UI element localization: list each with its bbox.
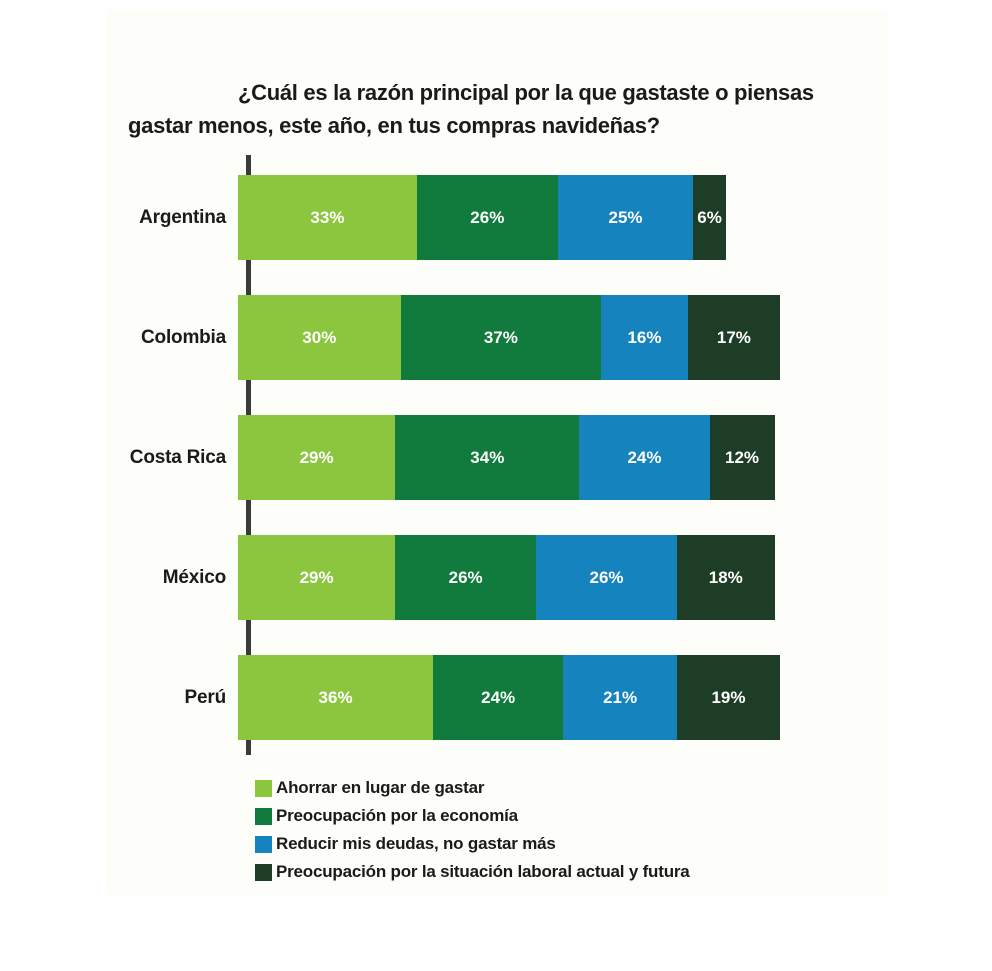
category-label: Colombia (141, 326, 226, 348)
bar-segment: 26% (395, 535, 537, 620)
stacked-bar: 29% 26% 26% 18% (238, 535, 775, 620)
bar-segment: 29% (238, 535, 396, 620)
category-label: Costa Rica (129, 446, 226, 468)
segment-value-label: 29% (299, 447, 334, 467)
legend-swatch-icon (255, 807, 272, 825)
bar-segment: 17% (687, 295, 780, 380)
bar-segment: 34% (395, 415, 580, 500)
bar-row: Argentina 33% 26% 25% 6% (0, 175, 992, 260)
legend-swatch-icon (255, 835, 272, 853)
legend-label: Preocupación por la situación laboral ac… (276, 862, 690, 881)
segment-value-label: 21% (603, 687, 638, 707)
segment-value-label: 16% (627, 327, 662, 347)
stacked-bar: 30% 37% 16% 17% (238, 295, 780, 380)
chart-title: ¿Cuál es la razón principal por la que g… (128, 76, 868, 142)
legend-label: Preocupación por la economía (276, 806, 518, 825)
bar-row: Colombia 30% 37% 16% 17% (0, 295, 992, 380)
bar-segment: 30% (238, 295, 401, 380)
bar-segment: 26% (416, 175, 558, 260)
legend-item: Reducir mis deudas, no gastar más (255, 830, 690, 858)
legend-swatch-icon (255, 779, 272, 797)
legend-item: Ahorrar en lugar de gastar (255, 774, 690, 802)
segment-value-label: 24% (481, 687, 516, 707)
legend-label: Reducir mis deudas, no gastar más (276, 834, 556, 853)
bar-segment: 36% (238, 655, 434, 740)
segment-value-label: 37% (483, 327, 518, 347)
legend-label: Ahorrar en lugar de gastar (276, 778, 485, 797)
category-label: México (162, 566, 226, 588)
legend-item: Preocupación por la situación laboral ac… (255, 858, 690, 886)
bar-segment: 21% (563, 655, 677, 740)
segment-value-label: 18% (708, 567, 743, 587)
segment-value-label: 36% (318, 687, 353, 707)
bar-segment: 18% (676, 535, 775, 620)
bar-row: México 29% 26% 26% 18% (0, 535, 992, 620)
segment-value-label: 19% (711, 687, 746, 707)
bar-segment: 16% (601, 295, 688, 380)
stacked-bar: 29% 34% 24% 12% (238, 415, 775, 500)
segment-value-label: 24% (627, 447, 662, 467)
segment-value-label: 25% (608, 207, 643, 227)
segment-value-label: 26% (470, 207, 505, 227)
bar-segment: 26% (536, 535, 677, 620)
bar-segment: 6% (693, 175, 726, 260)
chart-legend: Ahorrar en lugar de gastar Preocupación p… (255, 774, 690, 886)
segment-value-label: 30% (302, 327, 337, 347)
bar-row: Costa Rica 29% 34% 24% 12% (0, 415, 992, 500)
stacked-bar: 36% 24% 21% 19% (238, 655, 780, 740)
chart-title-line2: gastar menos, este año, en tus compras n… (128, 113, 660, 138)
stacked-bar: 33% 26% 25% 6% (238, 175, 726, 260)
bar-segment: 12% (709, 415, 775, 500)
segment-value-label: 12% (725, 447, 760, 467)
segment-value-label: 33% (310, 207, 345, 227)
bar-segment: 24% (579, 415, 710, 500)
bar-segment: 19% (677, 655, 780, 740)
segment-value-label: 17% (716, 327, 751, 347)
chart-title-line1: ¿Cuál es la razón principal por la que g… (238, 80, 814, 105)
bar-segment: 33% (238, 175, 417, 260)
segment-value-label: 29% (299, 567, 334, 587)
bar-segment: 37% (400, 295, 602, 380)
segment-value-label: 26% (448, 567, 483, 587)
bar-row: Perú 36% 24% 21% 19% (0, 655, 992, 740)
legend-item: Preocupación por la economía (255, 802, 690, 830)
segment-value-label: 34% (470, 447, 505, 467)
bar-segment: 24% (433, 655, 564, 740)
category-label: Argentina (139, 206, 226, 228)
segment-value-label: 26% (589, 567, 624, 587)
bar-segment: 25% (557, 175, 694, 260)
legend-swatch-icon (255, 863, 272, 881)
bar-segment: 29% (238, 415, 396, 500)
bar-chart-rows: Argentina 33% 26% 25% 6% Colombia 30% 37% 16% 17%… (0, 175, 992, 775)
category-label: Perú (184, 686, 227, 708)
segment-value-label: 6% (697, 207, 722, 227)
